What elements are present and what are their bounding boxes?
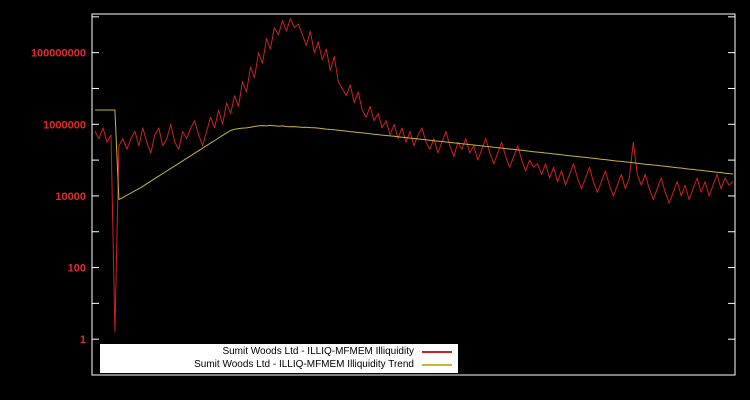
y-axis-tick-label: 100000000 [31, 48, 86, 60]
yellow-line-sample-icon [422, 363, 452, 366]
legend-row-illiquidity: Sumit Woods Ltd - ILLIQ-MFMEM Illiquidit… [106, 345, 452, 358]
y-axis-tick-label: 10000 [55, 191, 86, 203]
y-axis-tick-label: 1000000 [43, 119, 86, 131]
red-line-sample-icon [422, 350, 452, 353]
legend-row-trend: Sumit Woods Ltd - ILLIQ-MFMEM Illiquidit… [106, 358, 452, 371]
legend-label-illiquidity: Sumit Woods Ltd - ILLIQ-MFMEM Illiquidit… [222, 346, 414, 357]
series-line-trend [95, 109, 734, 201]
legend-label-trend: Sumit Woods Ltd - ILLIQ-MFMEM Illiquidit… [194, 359, 414, 370]
series-line-illiquidity [94, 18, 734, 333]
y-axis-tick-label: 1 [80, 334, 86, 346]
plot-border [91, 13, 736, 376]
chart-legend: Sumit Woods Ltd - ILLIQ-MFMEM Illiquidit… [100, 344, 458, 373]
y-axis-tick-label: 100 [68, 263, 86, 275]
